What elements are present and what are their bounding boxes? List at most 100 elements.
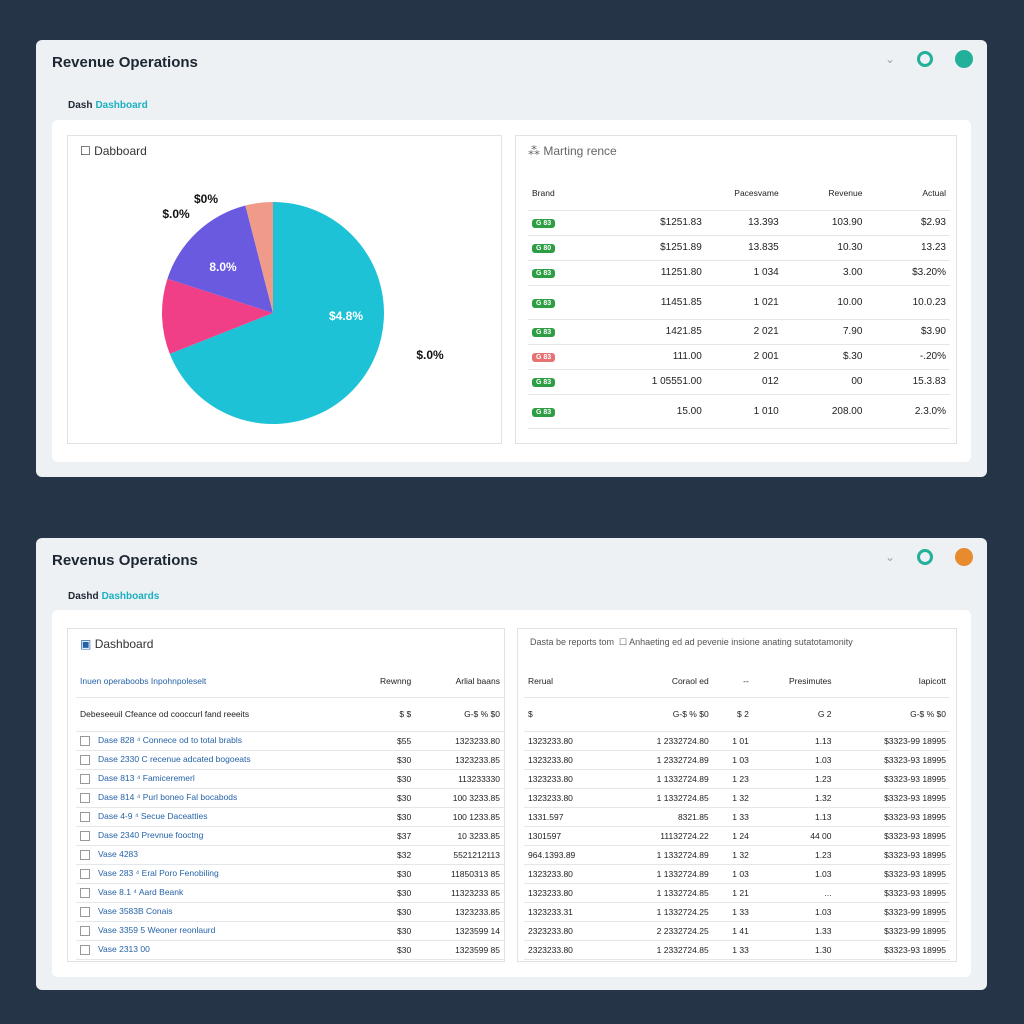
table-cell: 1 1332724.89: [614, 864, 713, 884]
status-badge: G 83: [532, 378, 556, 387]
status-badge: G 83: [532, 353, 556, 362]
table-cell: 113233330: [415, 769, 504, 789]
cell-text: 8321.85: [677, 811, 709, 822]
table-cell: 1323233.85: [415, 750, 504, 770]
table-cell: Dase 2340 Prevnue fooctng: [76, 826, 355, 846]
refresh-icon[interactable]: [917, 51, 933, 67]
cell-text: 1 33: [732, 906, 749, 917]
table-cell: $30: [354, 940, 416, 960]
cell-text: 1323233.80: [528, 735, 573, 746]
card-title-text: Dashboard: [94, 637, 154, 651]
table-cell: 1 021: [705, 285, 783, 320]
column-header: Arlial baans: [415, 665, 504, 698]
row-checkbox[interactable]: [80, 906, 90, 917]
column-header: Actual: [866, 176, 950, 211]
table-cell: Vase 4283: [76, 845, 355, 865]
table-row: 1323233.80 1 1332724.89 1 03 1.03 $3323-93 1…: [524, 864, 950, 884]
cell-text: $3323-99 18995: [884, 735, 946, 746]
table-cell: 1.13: [752, 731, 836, 751]
table-cell: 00: [782, 369, 867, 395]
row-checkbox[interactable]: [80, 773, 90, 784]
table-cell: 11850313 85: [415, 864, 504, 884]
row-checkbox[interactable]: [80, 849, 90, 860]
table-cell: 1 32: [712, 788, 753, 808]
cell-text: $32: [397, 849, 412, 860]
chevron[interactable]: ⌄: [884, 550, 895, 564]
row-checkbox[interactable]: [80, 792, 90, 803]
badge-cell: G 83: [528, 319, 591, 345]
row-checkbox[interactable]: [80, 754, 90, 765]
table-row: G 83 1421.85 2 021 7.90 $3.90: [528, 319, 950, 345]
cell-text: 1 2332724.85: [656, 944, 709, 955]
table-cell: 1.13: [752, 807, 836, 827]
table-cell: Vase 3583B Conais: [76, 902, 355, 922]
table-cell: 1 2332724.85: [614, 940, 713, 960]
table-cell: 1421.85: [590, 319, 706, 345]
table-row: 2323233.80 2 2332724.25 1 41 1.33 $3323-99 1…: [524, 921, 950, 941]
table-cell: 1 1332724.89: [614, 845, 713, 865]
cell-text: $3323-99 18995: [884, 906, 946, 917]
add-icon[interactable]: [955, 50, 973, 68]
table-cell: Dase 814 ⁴ Purl boneo Fal bocabods: [76, 788, 355, 808]
table-cell: 100 1233.85: [415, 807, 504, 827]
cell-text: $55: [397, 735, 412, 746]
chevron[interactable]: ⌄: [884, 52, 895, 66]
cell-text: Vase 3583B Conais: [98, 906, 173, 917]
cell-text: $30: [397, 868, 412, 879]
table-cell: 10 3233.85: [415, 826, 504, 846]
cell-text: 11132724.22: [660, 830, 709, 841]
table-cell: 1 05551.00: [590, 369, 706, 395]
row-checkbox[interactable]: [80, 830, 90, 841]
cell-text: 2 2332724.25: [656, 925, 709, 936]
table-cell: 1.03: [752, 864, 836, 884]
cell-text: 1.33: [814, 925, 832, 936]
table-row: Vase 3359 5 Weoner reonlaurd $30 1323599 1…: [76, 921, 504, 941]
table-cell: 1 33: [712, 940, 753, 960]
row-checkbox[interactable]: [80, 735, 90, 746]
table-cell: 11132724.22: [614, 826, 713, 846]
badge-cell: G 83: [528, 369, 591, 395]
cell-text: $37: [397, 830, 412, 841]
cell-text: 5521212113: [453, 849, 500, 860]
row-checkbox[interactable]: [80, 811, 90, 822]
cell-text: 1323233.80: [528, 792, 573, 803]
cell-text: 1 23: [732, 773, 749, 784]
cell-text: 1.03: [814, 868, 832, 879]
table-row: 1323233.80 1 1332724.85 1 32 1.32 $3323-93 1…: [524, 788, 950, 808]
refresh-icon[interactable]: [917, 549, 933, 565]
table-card: Dasta be reports tom ☐ Anhaeting ed ad p…: [517, 628, 957, 962]
table-cell: $3323-93 18995: [835, 826, 950, 846]
table-cell: $3323-99 18995: [835, 902, 950, 922]
cell-text: $3323-93 18995: [884, 887, 946, 898]
table-cell: 2 001: [705, 344, 783, 370]
cell-text: $3323-93 18995: [884, 944, 946, 955]
row-checkbox[interactable]: [80, 887, 90, 898]
cell-text: 44 00: [810, 830, 832, 841]
table-card: ⁂ Marting rence Brand Pacesvame Revenue Act…: [515, 135, 957, 444]
table-cell: 1.30: [752, 940, 836, 960]
row-checkbox[interactable]: [80, 925, 90, 936]
row-checkbox[interactable]: [80, 868, 90, 879]
table-row: Dase 814 ⁴ Purl boneo Fal bocabods $30 100…: [76, 788, 504, 808]
table-cell: 1 03: [712, 750, 753, 770]
crumb[interactable]: Dashboard: [95, 100, 148, 111]
status-badge: G 83: [532, 407, 556, 417]
table-cell: Dase 4-9 ⁴ Secue Daceatties: [76, 807, 355, 827]
icons: ⌄: [885, 50, 973, 68]
badge-cell: G 83: [528, 285, 591, 320]
row-checkbox[interactable]: [80, 944, 90, 955]
subheader-cell: $ $: [354, 697, 416, 732]
crumb[interactable]: Dashboards: [101, 591, 160, 602]
panel-title: Revenus Operations: [52, 552, 198, 569]
table-cell: $30: [354, 769, 416, 789]
cell-text: $3323-93 18995: [884, 773, 946, 784]
subheader-cell: G 2: [752, 697, 836, 732]
table-cell: 2323233.80: [524, 921, 615, 941]
cell-text: 1 03: [732, 868, 749, 879]
home-icon[interactable]: [955, 548, 973, 566]
cell-text: $30: [397, 754, 412, 765]
cell-text: $30: [397, 887, 412, 898]
table-subheader: Debeseeuil Cfeance od cooccurl fand reee…: [76, 697, 504, 732]
cell-text: 1.13: [814, 811, 832, 822]
table-row: Dase 813 ⁴ Famiceremerl $30 113233330: [76, 769, 504, 789]
